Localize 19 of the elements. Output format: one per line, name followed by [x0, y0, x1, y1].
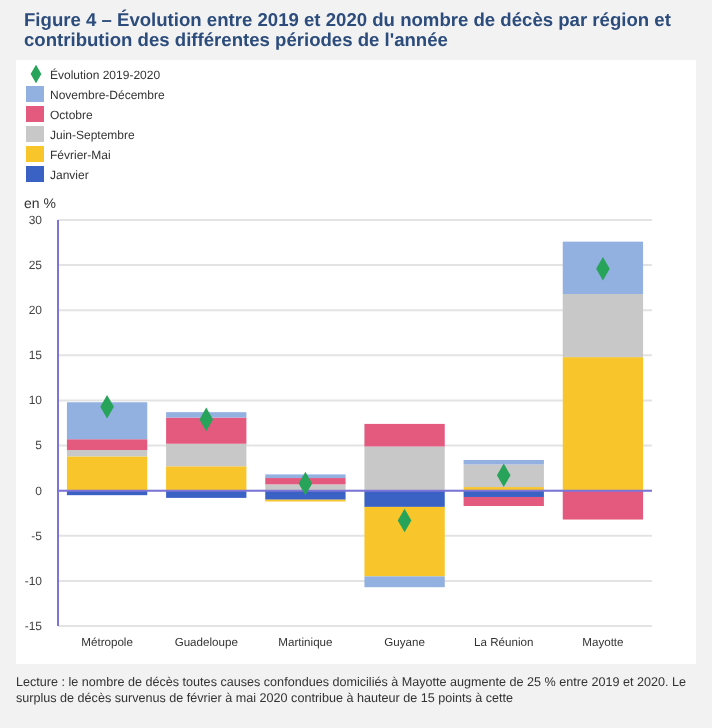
chart-title: Figure 4 – Évolution entre 2019 et 2020 du nombre de décès par région et contribution des différentes périodes de l'année: [24, 8, 671, 50]
bar: [562, 241, 644, 294]
bar: [66, 439, 148, 451]
bar: [562, 293, 644, 358]
bar: [364, 490, 445, 507]
bar: [364, 576, 445, 588]
bar: [66, 402, 148, 440]
bar: [364, 446, 445, 491]
bar: [166, 417, 247, 444]
bar: [562, 357, 644, 491]
bar: [166, 443, 247, 467]
bar: [364, 423, 445, 447]
bar: [166, 466, 247, 491]
bar: [364, 506, 445, 577]
bar: [463, 459, 544, 465]
bar: [562, 490, 644, 520]
bar: [66, 450, 148, 457]
bar: [66, 456, 148, 491]
bar: [463, 496, 544, 506]
